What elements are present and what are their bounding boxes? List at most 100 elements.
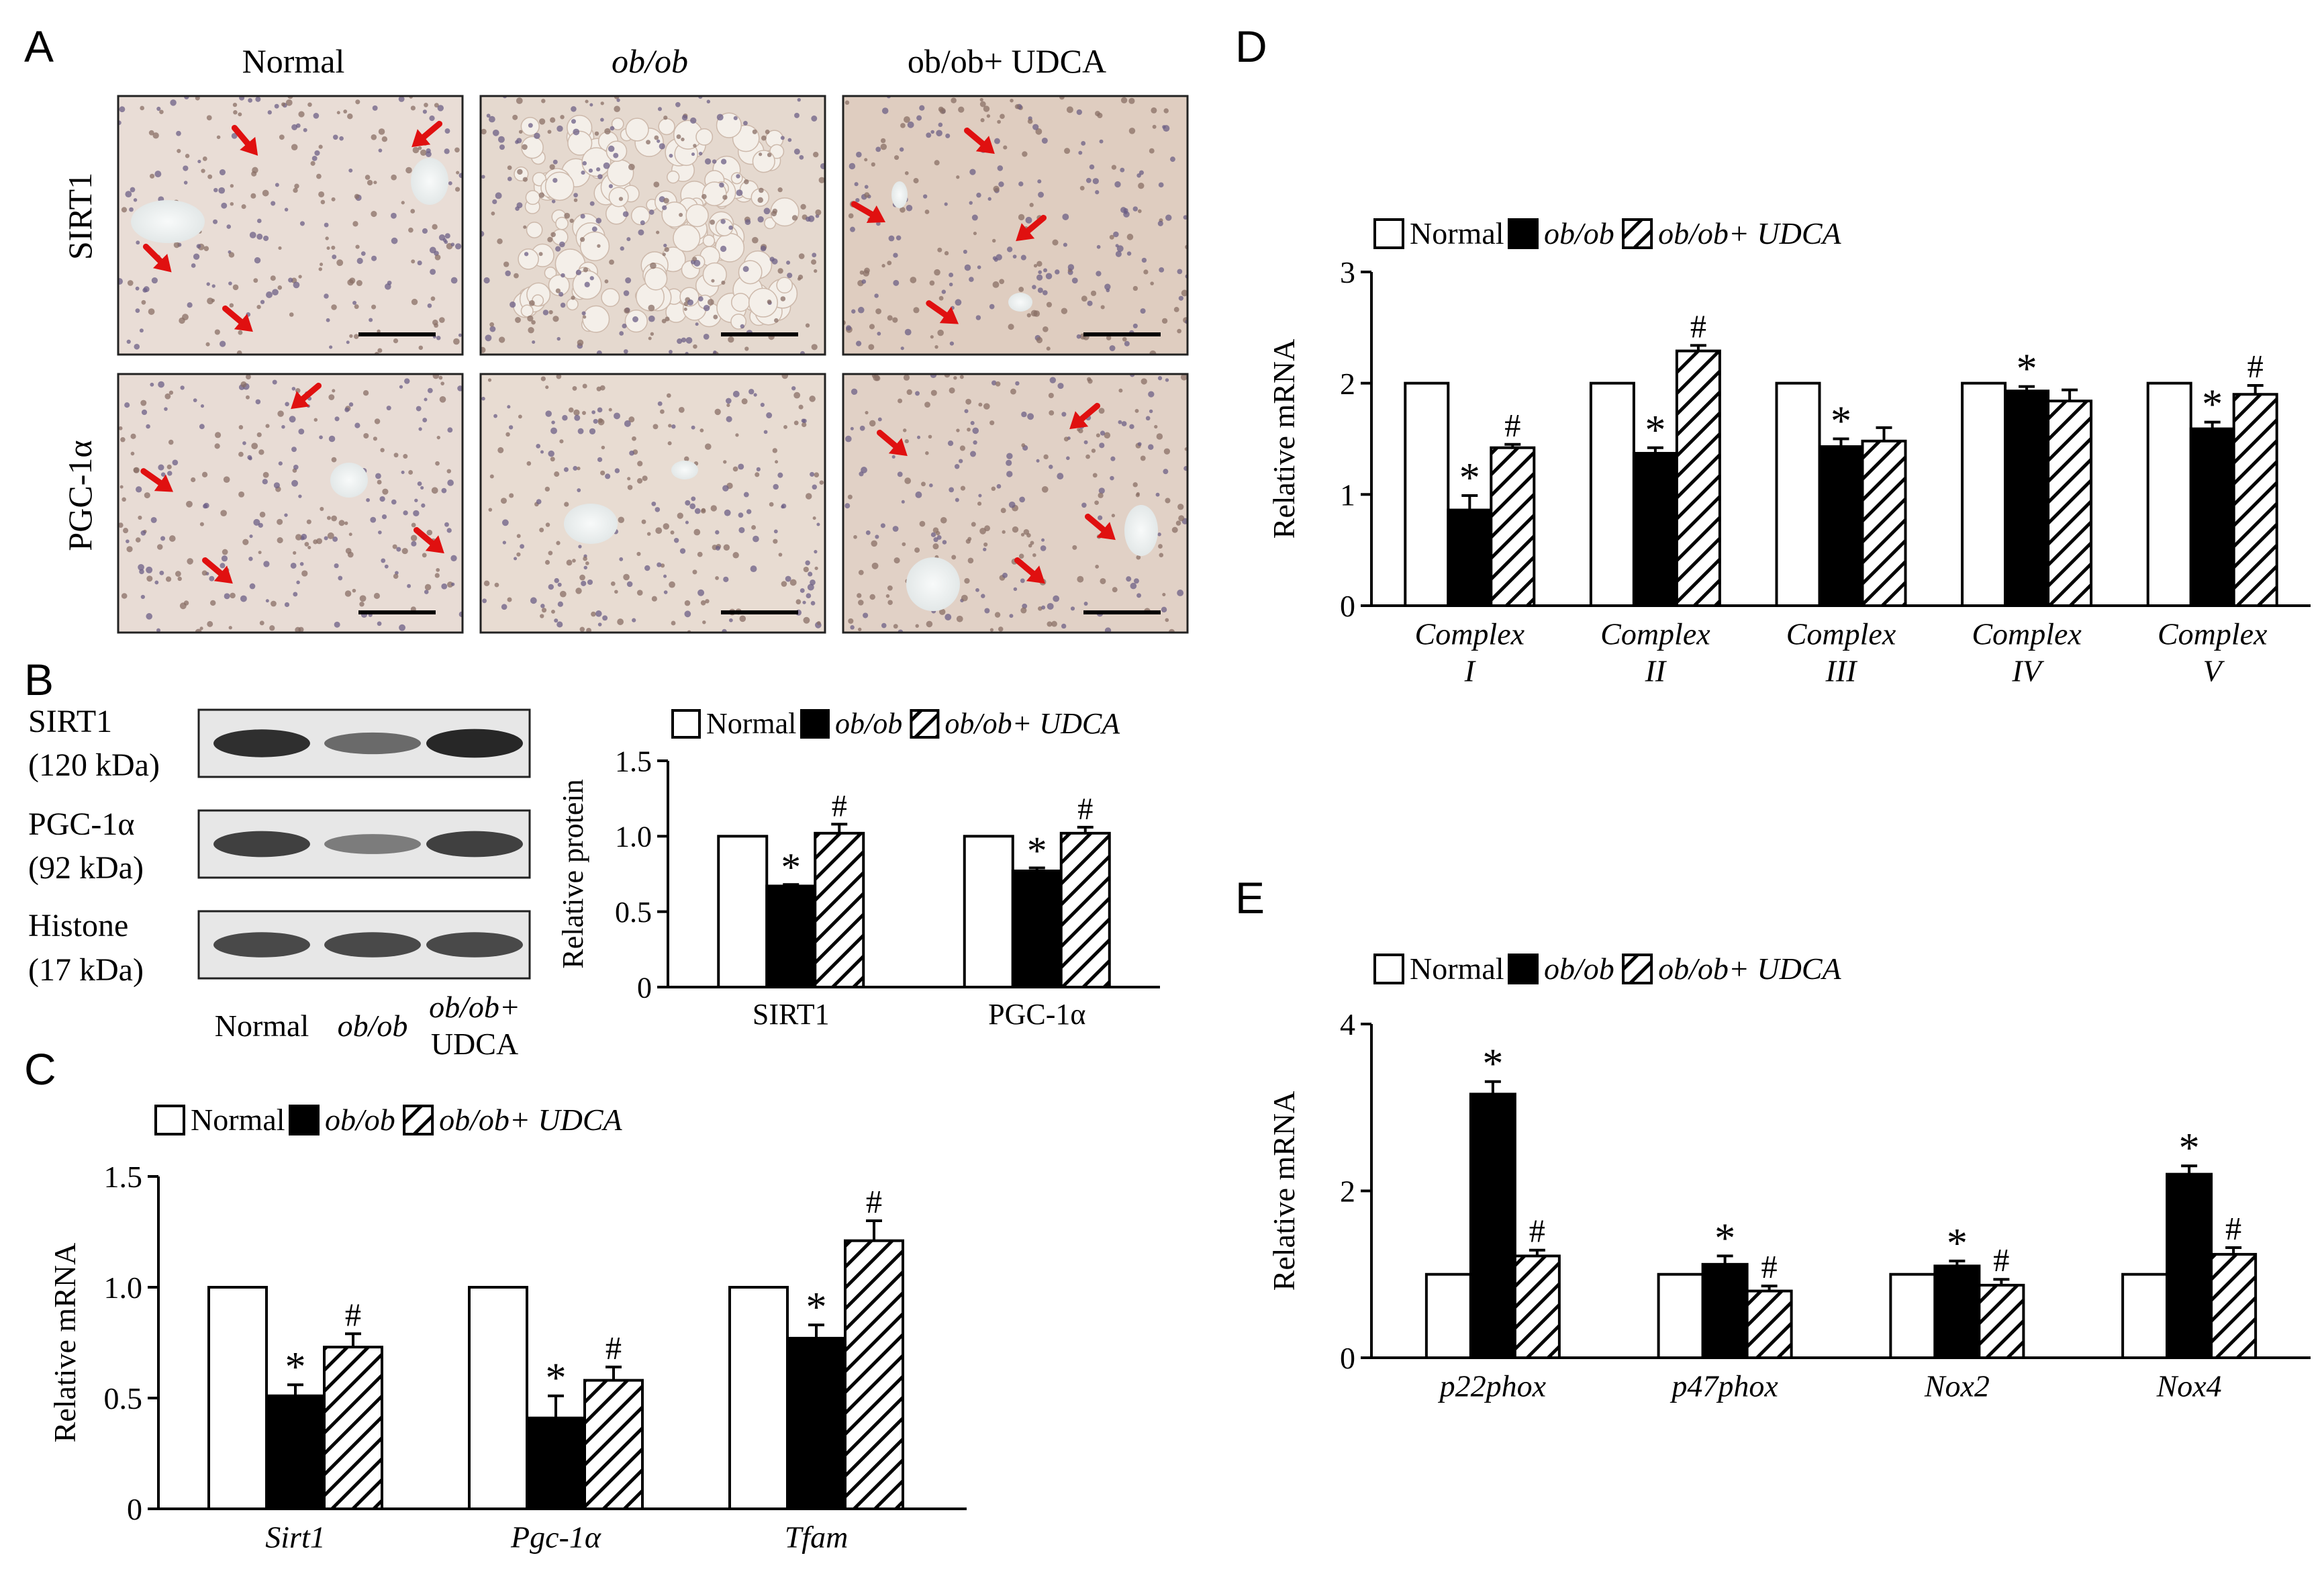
blot-strip [197, 910, 531, 980]
bar-obob [765, 884, 817, 989]
red-arrow-icon [963, 127, 995, 154]
vessel-lumen [330, 463, 368, 498]
column-header-normal: Normal [242, 42, 345, 80]
blot-band [324, 732, 421, 755]
red-arrow-icon [876, 429, 908, 457]
vessel-lumen [411, 158, 448, 205]
legend-label-obob_udca: ob/ob+ UDCA [1658, 216, 1841, 250]
y-tick-label: 0 [127, 1492, 142, 1526]
bar-obob [1818, 445, 1864, 608]
bar-normal [1424, 1272, 1472, 1359]
x-category-label: Nox4 [2156, 1369, 2222, 1403]
red-arrow-icon [142, 243, 172, 273]
legend-label-normal: Normal [191, 1103, 285, 1137]
micrograph-background [843, 374, 1188, 633]
red-arrow-icon [926, 300, 959, 324]
blot-label-sirt1: SIRT1 [28, 704, 112, 739]
bar-obob [1011, 870, 1063, 989]
bar-normal [728, 1286, 789, 1510]
bar-obob [1469, 1093, 1516, 1359]
blot-band [426, 932, 523, 958]
blot-size-pgc1a: (92 kDa) [28, 850, 144, 886]
row-label-sirt1: SIRT1 [61, 173, 99, 260]
micrograph-border [117, 373, 464, 634]
micrograph-border [117, 95, 464, 356]
y-tick-label: 3 [1340, 255, 1355, 289]
significance-asterisk: * [1645, 408, 1665, 453]
bar-obob-udca [323, 1346, 383, 1510]
legend-label-obob: ob/ob [1544, 216, 1614, 250]
bar-obob-udca [844, 1239, 904, 1510]
y-tick-label: 1.5 [104, 1160, 143, 1194]
chart-e: Normal ob/ob ob/ob+ UDCA 0 2 4 Relative mRNA * #… [1267, 952, 2311, 1403]
chart-d: Normal ob/ob ob/ob+ UDCA 0 1 2 3 Relative mRNA *… [1267, 216, 2311, 688]
red-arrow-icon [231, 124, 258, 156]
legend-swatch-normal [154, 1105, 185, 1135]
blot-size-histone: (17 kDa) [28, 952, 144, 988]
x-category-label: IV [2011, 654, 2044, 688]
legend-label-obob_udca: ob/ob+ UDCA [945, 707, 1120, 740]
panel-letter-b: B [24, 655, 54, 704]
bar-obob [1933, 1264, 1981, 1359]
significance-asterisk: * [2179, 1125, 2200, 1171]
significance-hash: # [606, 1331, 622, 1366]
red-arrow-icon [413, 526, 444, 554]
panel-letter-c: C [24, 1044, 56, 1094]
x-category-label: II [1645, 654, 1667, 688]
blot-lane-obob-udca-2: UDCA [431, 1027, 518, 1061]
significance-hash: # [1690, 309, 1706, 344]
significance-asterisk: * [806, 1285, 826, 1330]
blot-band [324, 932, 421, 958]
y-tick-label: 0.5 [104, 1381, 143, 1415]
significance-asterisk: * [2202, 382, 2223, 428]
blot-strip [197, 708, 531, 778]
y-tick-label: 4 [1340, 1007, 1355, 1041]
bar-obob [265, 1394, 326, 1510]
micrograph-tissue [481, 374, 824, 633]
y-tick-label: 1.0 [615, 821, 652, 853]
blot-size-sirt1: (120 kDa) [28, 747, 160, 783]
micrograph-background [843, 96, 1188, 355]
x-category-label: I [1464, 654, 1477, 688]
micrograph-image [479, 373, 826, 634]
x-category-label: V [2203, 654, 2225, 688]
legend: Normal ob/ob ob/ob+ UDCA [154, 1103, 623, 1137]
bar-obob [2189, 427, 2235, 608]
y-tick-label: 2 [1340, 367, 1355, 401]
x-category-label: Complex [1786, 617, 1896, 651]
significance-asterisk: * [1482, 1041, 1503, 1087]
bar-obob-udca [583, 1379, 644, 1511]
blot-band [426, 831, 523, 857]
significance-hash: # [2247, 349, 2264, 385]
legend: Normal ob/ob ob/ob+ UDCA [671, 707, 1120, 740]
y-tick-label: 0.5 [615, 896, 652, 929]
bar-normal [1775, 381, 1821, 608]
vessel-lumen [671, 461, 698, 479]
x-category-label: III [1825, 654, 1859, 688]
bar-normal [1404, 381, 1450, 608]
bar-normal [468, 1286, 528, 1510]
red-arrow-icon [1084, 513, 1116, 541]
x-category-label: Tfam [785, 1520, 849, 1554]
y-axis-label: Relative mRNA [1267, 1091, 1301, 1291]
micrograph-border [479, 95, 826, 356]
x-category-label: p22phox [1438, 1369, 1547, 1403]
blot-band [426, 729, 523, 758]
bar-obob [1632, 452, 1678, 608]
y-axis-label: Relative protein [556, 779, 589, 968]
blot-lane-obob-udca-1: ob/ob+ [429, 990, 520, 1024]
micrograph-image [842, 373, 1189, 634]
bar-normal [1657, 1272, 1704, 1359]
blot-lane-obob: ob/ob [338, 1009, 408, 1043]
legend: Normal ob/ob ob/ob+ UDCA [1373, 216, 1842, 250]
legend-swatch-normal [1373, 954, 1404, 984]
column-header-obob: ob/ob [612, 42, 688, 80]
bar-normal [1961, 381, 2007, 608]
bar-normal [1589, 381, 1635, 608]
micrograph-border [479, 373, 826, 634]
vessel-lumen [1124, 505, 1158, 556]
red-arrow-icon [140, 468, 174, 492]
x-category-label: Pgc-1α [510, 1520, 601, 1554]
legend-label-obob: ob/ob [1544, 952, 1614, 986]
bar-normal [1889, 1272, 1937, 1359]
